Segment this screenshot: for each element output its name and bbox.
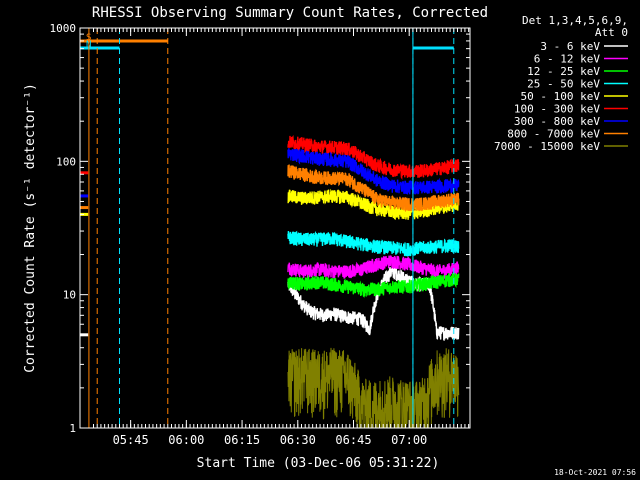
x-tick-label-4: 06:45 bbox=[335, 433, 371, 447]
x-tick-label-3: 06:30 bbox=[280, 433, 316, 447]
series-line-3 bbox=[287, 230, 460, 257]
marker-layer: SN bbox=[80, 28, 455, 428]
series-line-7 bbox=[287, 164, 460, 212]
series-layer bbox=[80, 135, 460, 429]
legend-entry-8: 7000 - 15000 keV bbox=[494, 140, 600, 153]
legend-entry-3: 25 - 50 keV bbox=[527, 78, 600, 91]
legend-header-0: Det 1,3,4,5,6,9, bbox=[522, 14, 628, 27]
series-line-5 bbox=[287, 135, 460, 181]
y-tick-label-3: 1000 bbox=[50, 22, 77, 35]
series-line-0 bbox=[287, 265, 460, 342]
y-tick-label-1: 10 bbox=[63, 289, 76, 302]
series-line-1 bbox=[287, 255, 460, 280]
y-axis-label: Corrected Count Rate (s⁻¹ detector⁻¹) bbox=[23, 83, 38, 373]
legend-header-1: Att 0 bbox=[595, 26, 628, 39]
x-axis-label: Start Time (03-Dec-06 05:31:22) bbox=[197, 456, 440, 471]
y-tick-label-2: 100 bbox=[56, 155, 76, 168]
chart-title: RHESSI Observing Summary Count Rates, Co… bbox=[92, 5, 488, 21]
x-tick-label-2: 06:15 bbox=[224, 433, 260, 447]
series-line-2 bbox=[287, 272, 460, 298]
timestamp: 18-Oct-2021 07:56 bbox=[554, 468, 636, 477]
legend-entry-6: 300 - 800 keV bbox=[514, 115, 600, 128]
series-line-6 bbox=[287, 148, 460, 196]
x-tick-label-1: 06:00 bbox=[168, 433, 204, 447]
series-line-8 bbox=[287, 347, 460, 429]
x-tick-label-5: 07:00 bbox=[391, 433, 427, 447]
legend-entry-5: 100 - 300 keV bbox=[514, 103, 600, 116]
legend-entry-2: 12 - 25 keV bbox=[527, 65, 600, 78]
legend-entry-4: 50 - 100 keV bbox=[521, 90, 601, 103]
axis-layer: 1 10 100 1000 05:45 06:00 06:15 06:30 06:45 07:00 bbox=[50, 22, 470, 447]
y-tick-label-0: 1 bbox=[69, 422, 76, 435]
legend-entry-7: 800 - 7000 keV bbox=[507, 128, 600, 141]
x-tick-label-0: 05:45 bbox=[113, 433, 149, 447]
legend-entry-1: 6 - 12 keV bbox=[534, 53, 601, 66]
legend-entry-0: 3 - 6 keV bbox=[540, 40, 600, 53]
